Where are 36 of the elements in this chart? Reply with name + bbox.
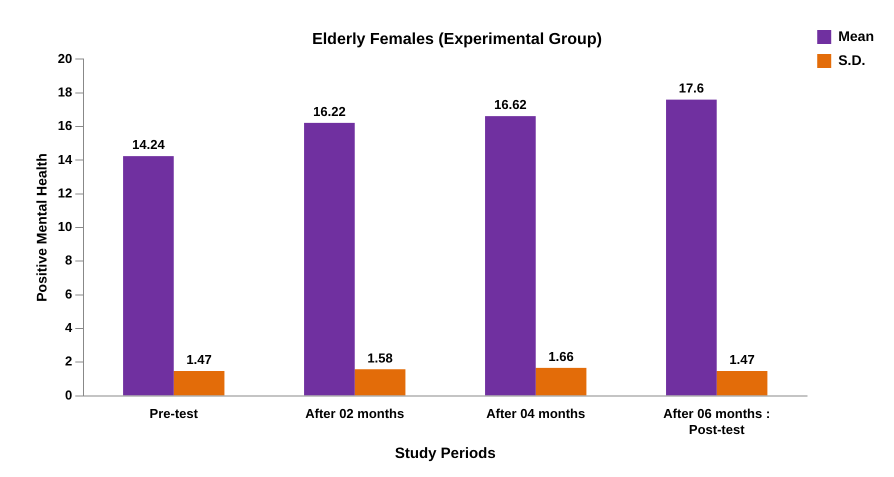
bar [716, 371, 768, 396]
y-axis-title: Positive Mental Health [33, 153, 50, 302]
data-label: 1.66 [548, 348, 574, 364]
bar [536, 368, 586, 396]
bar [666, 100, 717, 396]
x-tick-label: Pre-test [150, 406, 199, 422]
y-tick-label: 16 [58, 118, 72, 134]
y-tick-label: 14 [58, 152, 74, 167]
y-tick-label: 4 [65, 320, 74, 336]
legend-label: S.D. [838, 52, 866, 68]
data-label: 1.47 [186, 352, 212, 368]
bar [123, 156, 174, 396]
data-label: 1.58 [367, 350, 393, 366]
bar [304, 122, 355, 396]
x-tick-label: After 04 months [486, 406, 586, 422]
x-tick-label: After 06 months : Post-test [663, 406, 770, 437]
chart-title: Elderly Females (Experimental Group) [312, 31, 602, 48]
y-tick-label: 12 [58, 185, 72, 200]
x-tick-label: After 02 months [305, 406, 404, 422]
data-label: 14.24 [132, 137, 166, 152]
x-axis-title: Study Periods [394, 445, 496, 462]
y-tick-label: 6 [65, 286, 72, 302]
legend-label: Mean [838, 28, 874, 44]
data-label: 1.47 [729, 352, 755, 368]
bar [174, 371, 224, 396]
y-tick-label: 10 [58, 219, 72, 234]
y-tick-label: 8 [65, 252, 72, 268]
y-tick-label: 20 [58, 50, 72, 66]
y-tick-label: 18 [58, 84, 72, 100]
data-label: 16.62 [494, 97, 527, 112]
bar [485, 116, 536, 396]
bar [354, 369, 406, 396]
y-tick-label: 0 [65, 387, 72, 402]
data-label: 17.6 [678, 80, 704, 96]
y-tick-label: 2 [65, 354, 72, 369]
data-label: 16.22 [313, 104, 346, 119]
